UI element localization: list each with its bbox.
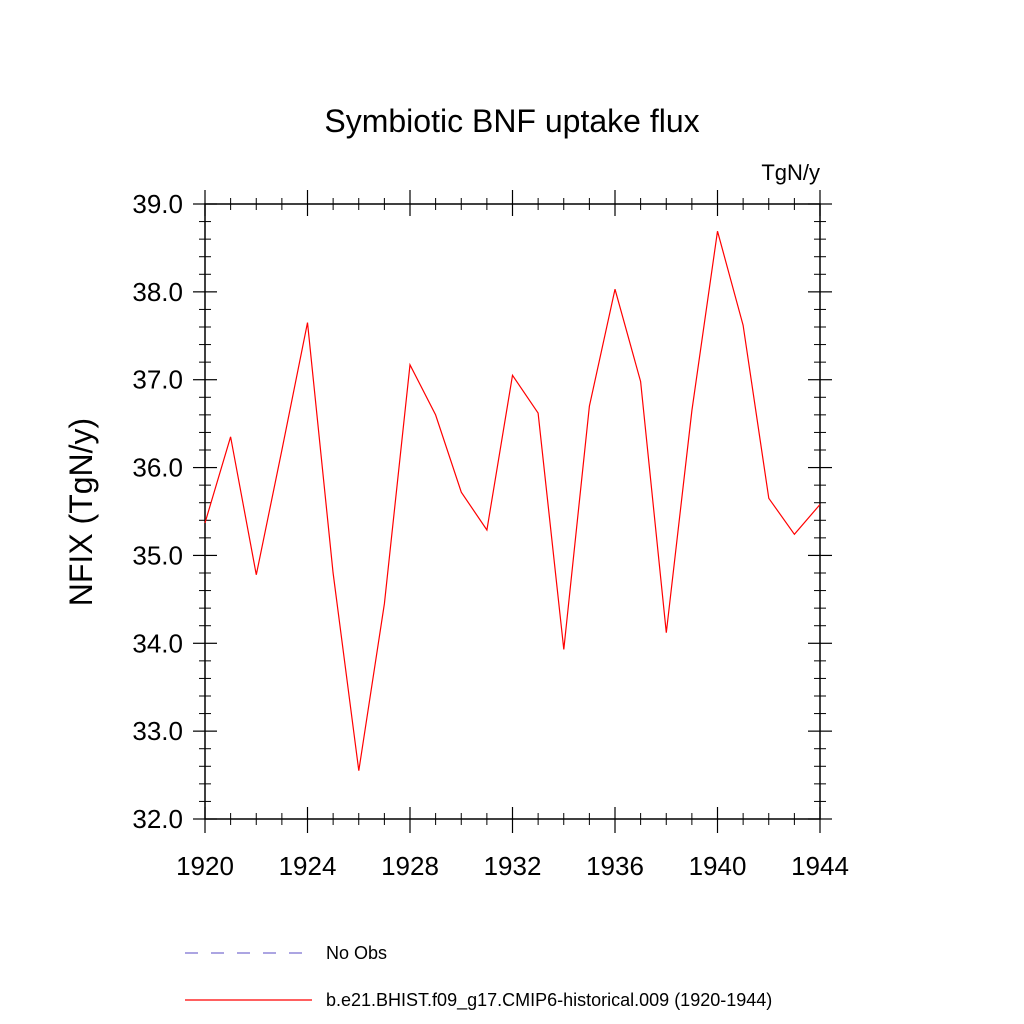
x-tick-label: 1924 <box>279 851 337 881</box>
y-tick-labels: 32.0 33.0 34.0 35.0 36.0 37.0 38.0 39.0 <box>132 189 183 834</box>
legend-label-historical: b.e21.BHIST.f09_g17.CMIP6-historical.009… <box>326 990 772 1011</box>
axis-ticks <box>193 190 832 833</box>
x-tick-label: 1928 <box>381 851 439 881</box>
y-tick-label: 32.0 <box>132 804 183 834</box>
legend-label-no-obs: No Obs <box>326 943 387 963</box>
y-axis-label: NFIX (TgN/y) <box>63 418 99 606</box>
y-tick-label: 35.0 <box>132 540 183 570</box>
legend: No Obs b.e21.BHIST.f09_g17.CMIP6-histori… <box>185 943 772 1011</box>
y-tick-label: 36.0 <box>132 453 183 483</box>
units-label: TgN/y <box>761 160 820 185</box>
x-tick-label: 1920 <box>176 851 234 881</box>
y-tick-label: 38.0 <box>132 277 183 307</box>
x-tick-label: 1944 <box>791 851 849 881</box>
y-tick-label: 39.0 <box>132 189 183 219</box>
y-tick-label: 34.0 <box>132 628 183 658</box>
plot-frame <box>204 203 821 820</box>
series-lines <box>204 231 821 771</box>
chart-title: Symbiotic BNF uptake flux <box>324 103 699 139</box>
y-tick-label: 33.0 <box>132 716 183 746</box>
x-tick-label: 1940 <box>689 851 747 881</box>
y-tick-label: 37.0 <box>132 365 183 395</box>
series-line-historical <box>204 231 821 771</box>
x-tick-label: 1936 <box>586 851 644 881</box>
x-tick-label: 1932 <box>484 851 542 881</box>
x-tick-labels: 1920 1924 1928 1932 1936 1940 1944 <box>176 851 849 881</box>
